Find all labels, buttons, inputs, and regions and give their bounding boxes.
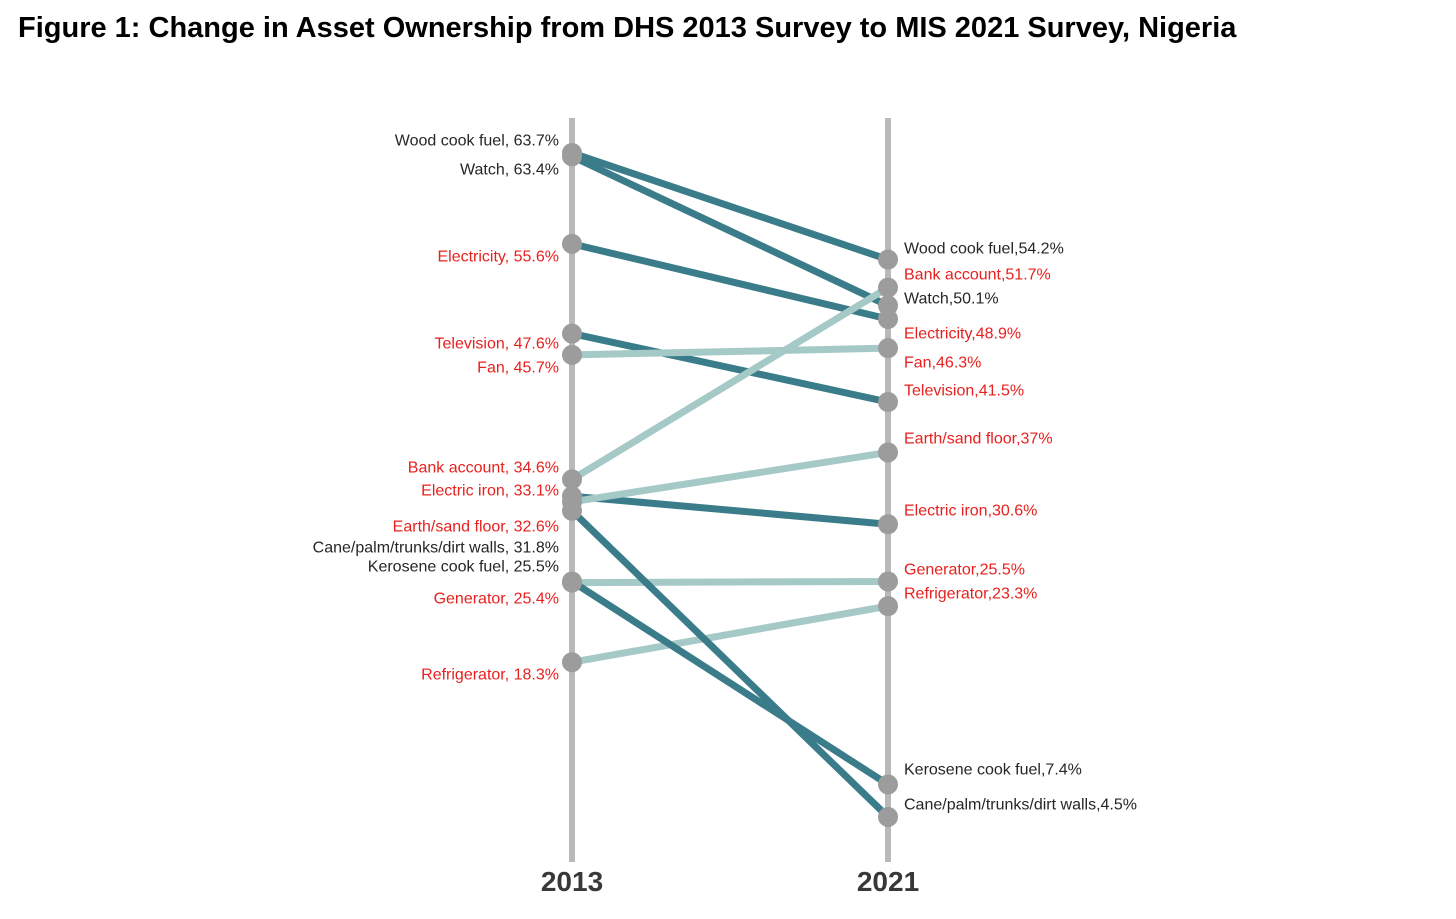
figure-title: Figure 1: Change in Asset Ownership from… xyxy=(18,12,1237,44)
slope-line-generator xyxy=(571,577,889,587)
label-2013-watch: Watch, 63.4% xyxy=(460,162,559,179)
label-2021-electric-iron: Electric iron,30.6% xyxy=(904,503,1037,520)
label-2013-refrigerator: Refrigerator, 18.3% xyxy=(421,667,559,684)
slope-line-wood-cook-fuel xyxy=(570,149,890,263)
axis-label-2013: 2013 xyxy=(540,866,604,897)
label-2021-generator: Generator,25.5% xyxy=(904,562,1025,579)
label-2013-fan: Fan, 45.7% xyxy=(477,360,559,377)
label-2013-electricity: Electricity, 55.6% xyxy=(437,249,559,266)
label-2021-kerosene-cook-fuel: Kerosene cook fuel,7.4% xyxy=(904,762,1082,779)
slope-line-electric-iron xyxy=(571,492,889,528)
data-point-2013-generator xyxy=(562,572,582,593)
label-2021-cane-palm-trunks-dirt-walls: Cane/palm/trunks/dirt walls,4.5% xyxy=(904,797,1137,814)
slope-line-cane-palm-trunks-dirt-walls xyxy=(569,508,891,820)
data-point-2021-refrigerator xyxy=(878,596,898,617)
label-2013-wood-cook-fuel: Wood cook fuel, 63.7% xyxy=(395,133,559,150)
data-point-2013-refrigerator xyxy=(562,652,582,673)
label-2021-electricity: Electricity,48.9% xyxy=(904,326,1021,343)
data-point-2021-generator xyxy=(878,571,898,592)
label-2021-fan: Fan,46.3% xyxy=(904,355,981,372)
slope-line-fan xyxy=(571,344,889,359)
label-2013-electric-iron: Electric iron, 33.1% xyxy=(421,483,559,500)
slope-line-watch xyxy=(570,153,890,309)
data-point-2021-kerosene-cook-fuel xyxy=(878,774,898,795)
slope-line-television xyxy=(571,330,889,406)
label-2021-television: Television,41.5% xyxy=(904,383,1024,400)
data-point-2013-bank-account xyxy=(562,469,582,490)
label-2021-wood-cook-fuel: Wood cook fuel,54.2% xyxy=(904,241,1064,258)
data-point-2013-television xyxy=(562,323,582,344)
data-point-2013-electricity xyxy=(562,233,582,254)
axis-label-2021: 2021 xyxy=(856,866,920,897)
label-2013-television: Television, 47.6% xyxy=(434,336,559,353)
data-point-2021-wood-cook-fuel xyxy=(878,249,898,270)
data-point-2013-cane-palm-trunks-dirt-walls xyxy=(562,500,582,521)
data-point-2021-television xyxy=(878,391,898,412)
label-2021-bank-account: Bank account,51.7% xyxy=(904,267,1051,284)
data-point-2013-watch xyxy=(562,146,582,167)
data-point-2013-fan xyxy=(562,344,582,365)
slope-line-refrigerator xyxy=(571,602,889,666)
data-point-2021-cane-palm-trunks-dirt-walls xyxy=(878,806,898,827)
label-2021-watch: Watch,50.1% xyxy=(904,291,999,308)
label-2013-generator: Generator, 25.4% xyxy=(434,591,559,608)
slope-line-earth-sand-floor xyxy=(571,449,889,506)
label-2021-refrigerator: Refrigerator,23.3% xyxy=(904,586,1037,603)
slope-line-kerosene-cook-fuel xyxy=(570,578,890,788)
label-2013-kerosene-cook-fuel: Kerosene cook fuel, 25.5% xyxy=(368,559,559,576)
data-point-2021-earth-sand-floor xyxy=(878,442,898,463)
slope-line-electricity xyxy=(571,240,889,323)
data-point-2021-electricity xyxy=(878,308,898,329)
data-point-2021-bank-account xyxy=(878,277,898,298)
label-2013-earth-sand-floor: Earth/sand floor, 32.6% xyxy=(393,519,559,536)
slope-line-bank-account xyxy=(570,284,890,483)
data-point-2021-electric-iron xyxy=(878,514,898,535)
data-point-2021-fan xyxy=(878,338,898,359)
label-2013-cane-palm-trunks-dirt-walls: Cane/palm/trunks/dirt walls, 31.8% xyxy=(313,540,559,557)
label-2021-earth-sand-floor: Earth/sand floor,37% xyxy=(904,431,1053,448)
label-2013-bank-account: Bank account, 34.6% xyxy=(408,460,559,477)
